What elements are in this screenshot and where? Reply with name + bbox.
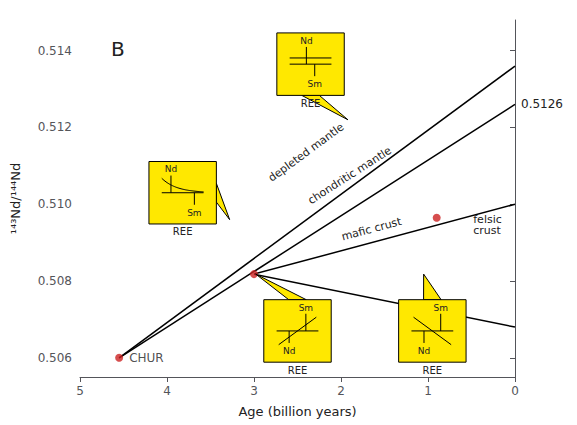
svg-text:CHUR: CHUR [129,351,164,365]
svg-text:mafic crust: mafic crust [340,215,403,244]
svg-text:Nd: Nd [283,346,295,356]
svg-text:4: 4 [163,384,171,398]
svg-text:2: 2 [337,384,345,398]
svg-text:Sm: Sm [299,303,313,313]
svg-text:Sm: Sm [433,303,447,313]
svg-text:Nd: Nd [300,36,312,46]
svg-text:0.5126: 0.5126 [521,97,563,111]
svg-text:Age (billion years): Age (billion years) [238,404,356,419]
svg-text:REE: REE [173,226,193,237]
svg-text:chondritic mantle: chondritic mantle [306,144,395,207]
svg-text:0.506: 0.506 [38,351,72,365]
svg-text:0: 0 [511,384,519,398]
svg-text:felsic: felsic [473,213,502,227]
svg-text:¹⁴³Nd/¹⁴⁴Nd: ¹⁴³Nd/¹⁴⁴Nd [8,163,23,235]
svg-text:REE: REE [301,98,321,109]
svg-text:B: B [111,37,125,61]
svg-text:Sm: Sm [307,79,321,89]
svg-text:0.510: 0.510 [38,197,72,211]
svg-text:1: 1 [424,384,432,398]
svg-text:crust: crust [473,224,501,237]
svg-text:depleted mantle: depleted mantle [266,120,347,184]
svg-text:REE: REE [423,365,443,376]
svg-text:0.508: 0.508 [38,274,72,288]
svg-text:0.514: 0.514 [38,44,72,58]
svg-text:Sm: Sm [187,208,201,218]
svg-text:3: 3 [250,384,258,398]
svg-text:REE: REE [288,365,308,376]
svg-text:5: 5 [76,384,84,398]
svg-text:Nd: Nd [165,164,177,174]
svg-text:0.512: 0.512 [38,120,72,134]
svg-text:Nd: Nd [418,346,430,356]
